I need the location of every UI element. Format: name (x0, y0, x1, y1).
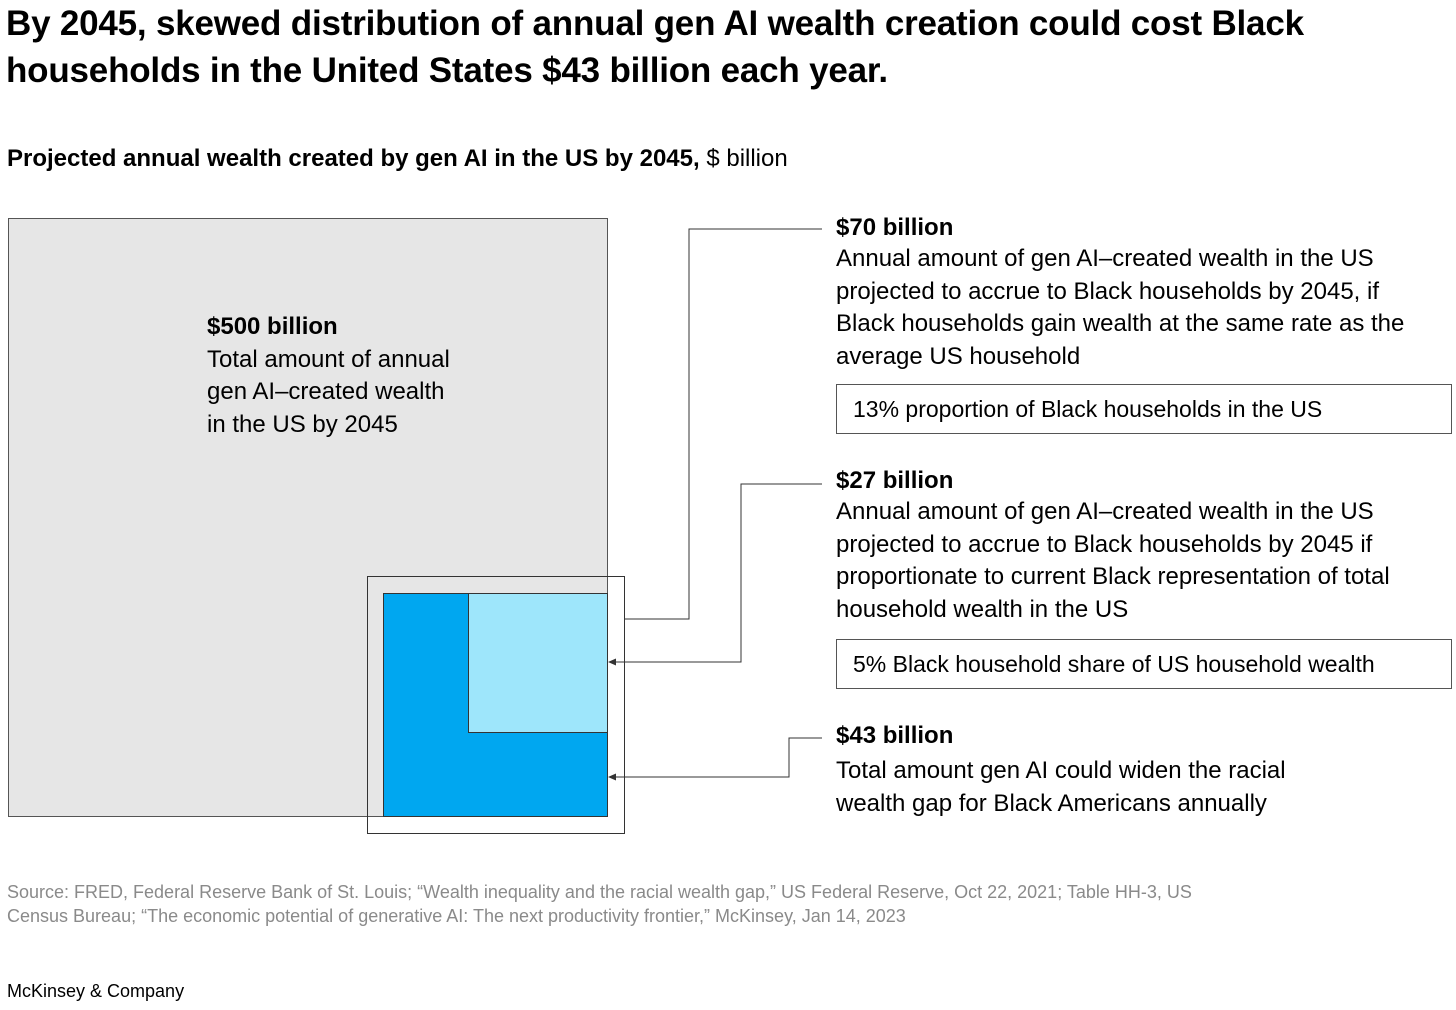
note-5-percent: 5% Black household share of US household… (836, 639, 1452, 689)
note-13-percent: 13% proportion of Black households in th… (836, 384, 1452, 434)
subtitle-unit: $ billion (699, 145, 788, 172)
callout-43: $43 billion Total amount gen AI could wi… (836, 721, 1356, 820)
callout-27-desc: Annual amount of gen AI–created wealth i… (836, 498, 1390, 623)
chart-title: By 2045, skewed distribution of annual g… (6, 4, 1304, 90)
arrow-43 (608, 773, 616, 781)
arrow-27 (608, 658, 616, 666)
total-wealth-value: $500 billion (207, 313, 338, 340)
total-wealth-label: $500 billion Total amount of annual gen … (207, 311, 457, 441)
equal-rate-outline (367, 576, 625, 834)
total-wealth-desc: Total amount of annual gen AI–created we… (207, 345, 450, 438)
brand-logo: McKinsey & Company (7, 981, 185, 1001)
proportional-wealth-square (468, 593, 608, 733)
source-note: Source: FRED, Federal Reserve Bank of St… (7, 882, 1192, 926)
leader-line-70 (624, 228, 822, 620)
leader-line-43 (614, 737, 822, 778)
callout-70-desc: Annual amount of gen AI–created wealth i… (836, 245, 1405, 370)
chart-subtitle: Projected annual wealth created by gen A… (7, 144, 788, 174)
leader-line-27 (614, 483, 822, 663)
callout-70-value: $70 billion (836, 214, 954, 241)
callout-27: $27 billion Annual amount of gen AI–crea… (836, 466, 1448, 626)
callout-43-value: $43 billion (836, 722, 954, 749)
callout-70: $70 billion Annual amount of gen AI–crea… (836, 213, 1411, 373)
callout-27-value: $27 billion (836, 467, 954, 494)
callout-43-desc: Total amount gen AI could widen the raci… (836, 757, 1286, 817)
subtitle-main: Projected annual wealth created by gen A… (7, 145, 700, 172)
